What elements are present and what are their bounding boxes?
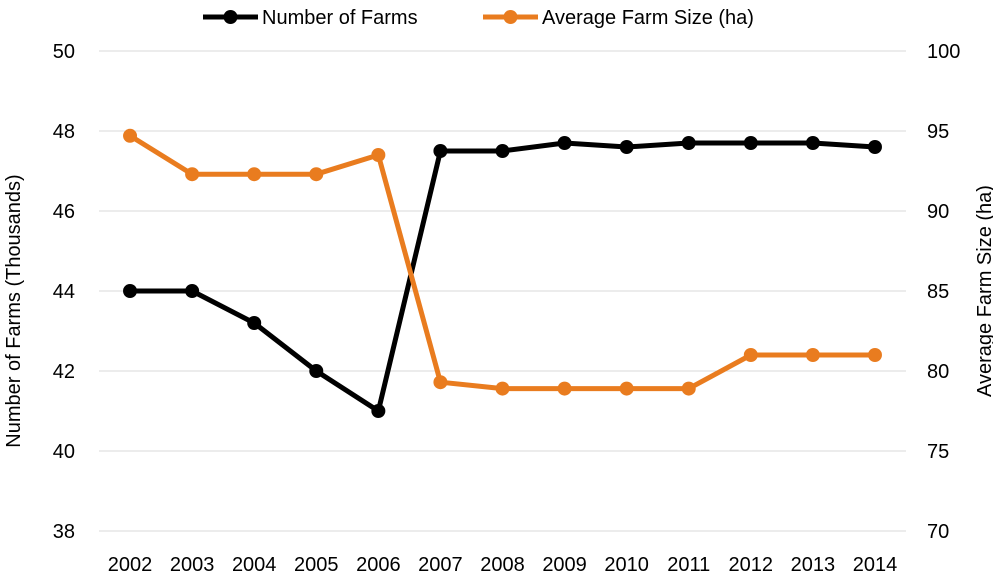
left-axis-title: Number of Farms (Thousands) [3,174,25,447]
data-point [247,316,262,330]
right-tick-label: 90 [927,201,949,223]
legend-label: Number of Farms [262,7,418,29]
data-point [557,381,572,396]
series-layer [123,128,882,418]
data-point [805,136,820,150]
data-point [309,364,324,378]
data-point [681,136,696,150]
data-point [743,136,758,150]
right-tick-label: 70 [927,521,949,543]
series-line [127,133,878,392]
right-axis-title: Average Farm Size (ha) [974,185,993,397]
data-point [805,348,820,362]
data-point [309,167,324,182]
data-point [371,404,386,418]
left-tick-label: 50 [53,41,75,63]
data-point [185,284,200,298]
left-axis-ticks: 50 48 46 44 42 40 38 [53,41,75,543]
data-point [495,144,510,158]
x-tick-label: 2005 [294,554,339,576]
right-axis-ticks: 100 95 90 85 80 75 70 [927,41,960,543]
right-tick-label: 85 [927,281,949,303]
right-tick-label: 75 [927,441,949,463]
left-tick-label: 40 [53,441,75,463]
data-point [433,144,448,158]
x-tick-label: 2003 [170,554,215,576]
legend-label: Average Farm Size (ha) [542,7,754,29]
x-tick-label: 2004 [232,554,277,576]
x-tick-label: 2013 [791,554,836,576]
x-tick-label: 2002 [108,554,153,576]
data-point [371,148,386,162]
data-point [743,348,758,362]
data-point [867,348,882,362]
left-tick-label: 44 [53,281,75,303]
data-point [433,375,448,390]
x-tick-label: 2009 [542,554,587,576]
data-point [123,128,138,143]
series-number-of-farms [123,136,882,418]
legend-marker [223,10,238,24]
left-tick-label: 42 [53,361,75,383]
left-tick-label: 48 [53,121,75,143]
x-tick-label: 2008 [480,554,525,576]
data-point [557,136,572,150]
x-tick-label: 2011 [667,554,710,576]
x-tick-label: 2010 [604,554,649,576]
x-tick-label: 2012 [729,554,774,576]
data-point [867,140,882,154]
x-tick-label: 2006 [356,554,401,576]
x-tick-label: 2007 [418,554,463,576]
right-tick-label: 100 [927,41,960,63]
gridlines [99,50,906,532]
data-point [619,140,634,154]
right-tick-label: 80 [927,361,949,383]
x-tick-label: 2014 [853,554,898,576]
data-point [247,167,262,182]
legend-marker [503,10,518,24]
data-point [619,381,634,396]
legend-item: Average Farm Size (ha) [483,7,754,29]
left-tick-label: 46 [53,201,75,223]
legend: Number of Farms Average Farm Size (ha) [203,7,754,29]
legend-item: Number of Farms [203,7,418,29]
series-average-farm-size-ha [123,128,882,396]
data-point [185,167,200,182]
x-axis-ticks: 2002 2003 2004 2005 2006 2007 2008 2009 2010 2011… [108,554,897,576]
data-point [495,381,510,396]
left-tick-label: 38 [53,521,75,543]
right-tick-label: 95 [927,121,949,143]
data-point [681,381,696,396]
data-point [123,284,138,298]
